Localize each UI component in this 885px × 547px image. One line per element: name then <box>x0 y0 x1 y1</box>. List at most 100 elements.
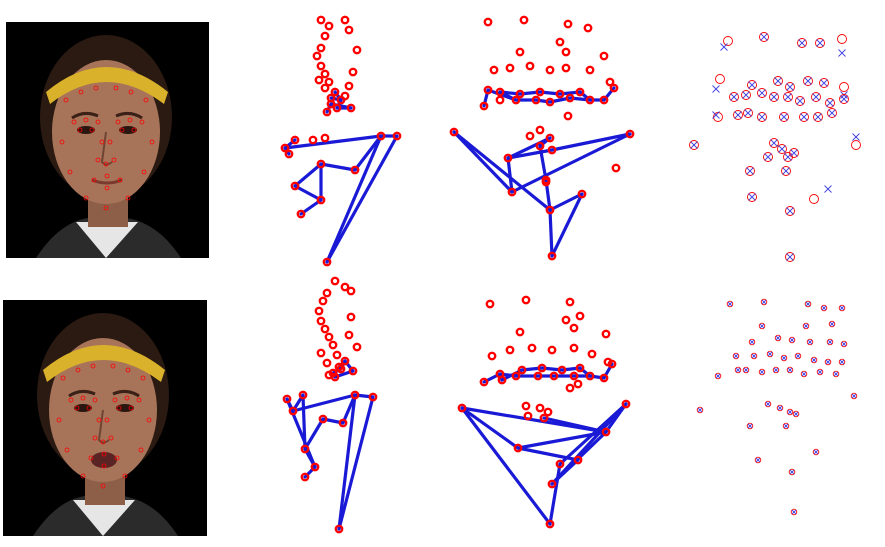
face-landmark-marker <box>141 169 147 175</box>
landmark-marker <box>555 89 565 99</box>
landmark-marker <box>344 25 354 35</box>
skeleton-edge <box>460 406 552 526</box>
ground-truth-cross <box>839 359 845 365</box>
landmark-marker <box>322 288 332 298</box>
landmark-marker <box>314 75 324 85</box>
ground-truth-cross <box>770 93 778 101</box>
landmark-marker <box>547 479 557 489</box>
estimated-landmark-circle <box>790 508 798 516</box>
estimated-landmark-circle <box>769 92 779 102</box>
face-photo-bottom <box>3 300 207 536</box>
face-landmark-marker <box>74 405 80 411</box>
ground-truth-cross <box>784 93 792 101</box>
skeleton-edge <box>325 134 399 264</box>
face-landmark-marker <box>77 127 83 133</box>
face-landmark-marker <box>100 483 106 489</box>
skeleton-edge <box>337 393 357 531</box>
ground-truth-cross <box>851 393 857 399</box>
face-image-mouth-open <box>3 300 207 536</box>
landmark-marker <box>611 163 621 173</box>
face-landmark-marker <box>139 119 145 125</box>
skeleton-edge <box>329 96 343 102</box>
landmark-marker <box>565 383 575 393</box>
landmark-marker <box>368 392 378 402</box>
landmark-marker <box>513 443 523 453</box>
ground-truth-cross <box>748 193 756 201</box>
estimated-landmark-circle <box>746 422 754 430</box>
face-landmark-marker <box>128 89 134 95</box>
estimated-landmark-circle <box>780 354 788 362</box>
landmark-marker <box>561 47 571 57</box>
ground-truth-cross <box>730 93 738 101</box>
landmark-marker <box>535 125 545 135</box>
landmark-marker <box>316 43 326 53</box>
face-landmark-marker <box>140 375 146 381</box>
landmark-marker <box>599 51 609 61</box>
landmark-marker <box>316 348 326 358</box>
estimated-landmark-circle <box>748 338 756 346</box>
ground-truth-cross <box>780 113 788 121</box>
landmark-overlay-bottom <box>680 290 870 520</box>
face-landmark-marker <box>107 139 113 145</box>
landmark-marker <box>525 131 535 141</box>
ground-truth-cross <box>761 299 767 305</box>
landmark-marker <box>300 472 310 482</box>
estimated-landmark-circle <box>785 206 795 216</box>
ground-truth-cross <box>751 353 757 359</box>
skeleton-edge <box>319 162 357 172</box>
landmark-marker <box>376 131 386 141</box>
landmark-marker <box>585 95 595 105</box>
estimated-landmark-circle <box>766 350 774 358</box>
landmark-marker <box>565 93 575 103</box>
landmark-marker <box>352 342 362 352</box>
landmark-marker <box>505 63 515 73</box>
landmark-marker <box>338 418 348 428</box>
skeleton-edge <box>337 395 375 531</box>
estimated-landmark-circle <box>815 38 825 48</box>
ground-truth-cross <box>795 353 801 359</box>
landmark-marker <box>505 345 515 355</box>
landmark-marker <box>577 189 587 199</box>
estimated-landmark-circle <box>851 140 861 150</box>
estimated-landmark-circle <box>723 36 733 46</box>
nose <box>100 131 113 166</box>
landmark-marker <box>555 459 565 469</box>
ground-truth-cross <box>784 153 792 161</box>
estimated-landmark-circle <box>733 110 743 120</box>
face-landmark-marker <box>115 119 121 125</box>
mouth <box>91 452 117 468</box>
ground-truth-cross <box>841 341 847 347</box>
landmark-marker <box>535 403 545 413</box>
landmark-marker <box>348 67 358 77</box>
ground-truth-cross <box>805 301 811 307</box>
skeleton-edge <box>452 130 552 212</box>
face-landmark-marker <box>56 417 62 423</box>
landmark-marker <box>316 61 326 71</box>
estimated-landmark-circle <box>750 352 758 360</box>
skeleton-edge <box>550 132 632 152</box>
face-landmark-marker <box>100 439 106 445</box>
ground-truth-cross <box>796 97 804 105</box>
estimated-landmark-circle <box>777 144 787 154</box>
landmark-side-view-bottom <box>265 273 415 538</box>
landmark-marker <box>479 377 489 387</box>
skeleton-edge <box>506 156 514 194</box>
estimated-landmark-circle <box>838 358 846 366</box>
landmark-marker <box>569 323 579 333</box>
estimated-landmark-circle <box>813 112 823 122</box>
ground-truth-cross <box>790 149 798 157</box>
skeleton-edge <box>460 406 520 450</box>
landmark-marker <box>346 286 356 296</box>
face-landmark-marker <box>68 397 74 403</box>
estimated-landmark-circle <box>757 112 767 122</box>
ground-truth-cross <box>748 81 756 89</box>
landmark-marker <box>290 135 300 145</box>
landmark-marker <box>573 455 583 465</box>
estimated-landmark-circle <box>788 336 796 344</box>
ground-truth-cross <box>770 139 778 147</box>
landmark-marker <box>485 299 495 309</box>
estimated-landmark-circle <box>797 38 807 48</box>
landmark-marker <box>535 87 545 97</box>
estimated-landmark-circle <box>794 352 802 360</box>
face-landmark-marker <box>96 417 102 423</box>
